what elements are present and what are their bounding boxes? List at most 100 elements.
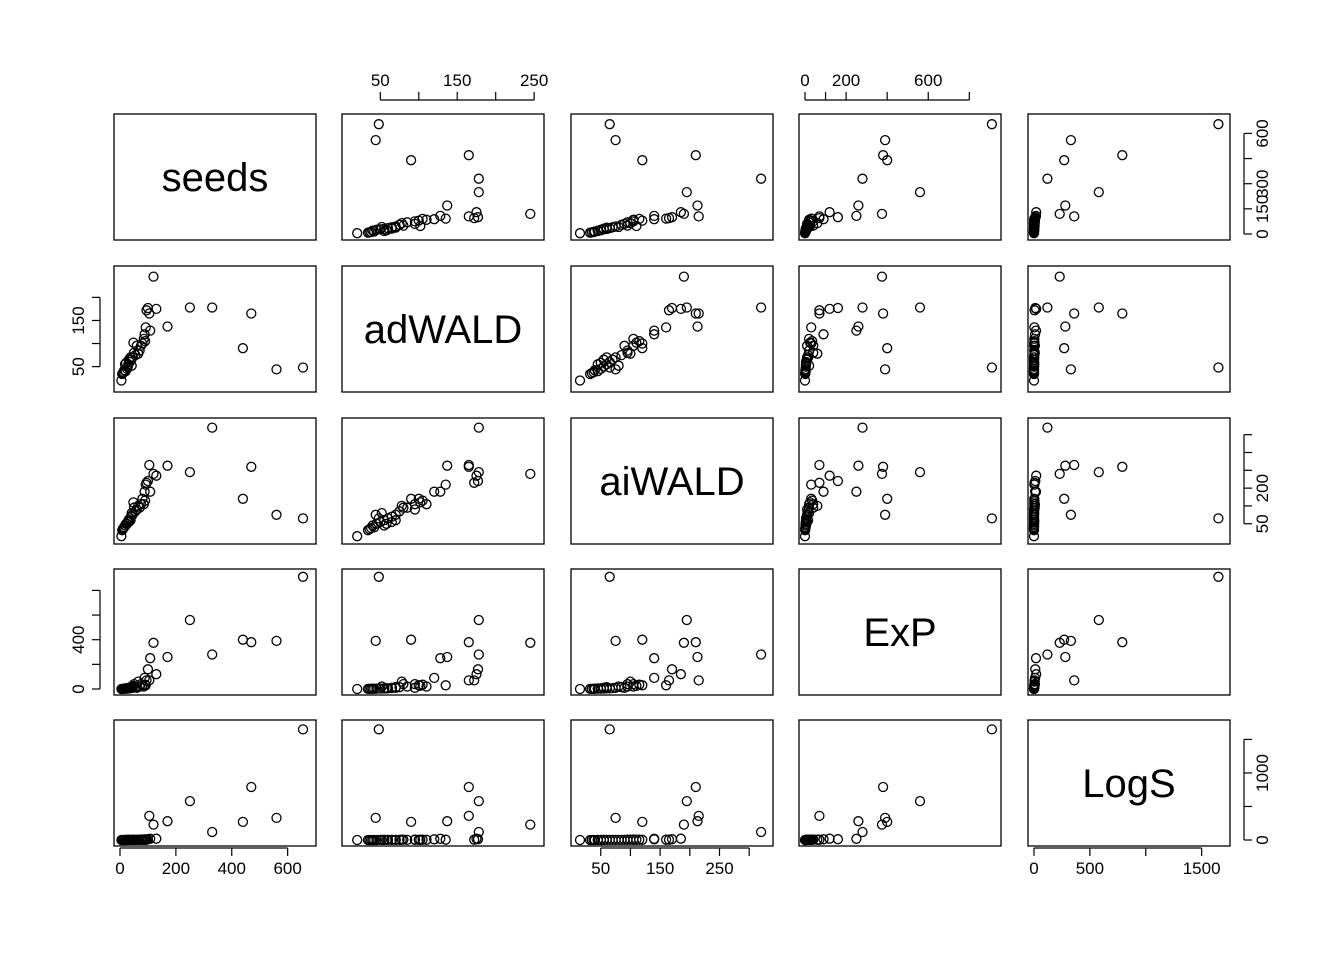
variable-label-adWALD: adWALD [364, 308, 523, 352]
y-axis-adWALD: 50 150 [69, 296, 101, 376]
panel-seeds-vs-adWALD [341, 113, 545, 241]
panel-frame [1027, 417, 1231, 545]
data-point [637, 816, 648, 828]
data-point [120, 834, 132, 846]
data-point [814, 308, 825, 319]
tick-label: 150 [443, 71, 471, 90]
data-point [1042, 649, 1053, 660]
data-point [1065, 509, 1077, 520]
data-point [364, 523, 375, 535]
panel-frame [570, 568, 774, 696]
data-point [405, 155, 417, 166]
data-point [409, 504, 421, 515]
data-point [398, 502, 409, 513]
data-point [755, 649, 767, 660]
data-point [1060, 460, 1071, 471]
panel-frame [113, 113, 317, 241]
data-point [806, 834, 817, 845]
data-point [463, 675, 474, 686]
data-point [631, 337, 642, 348]
data-point [799, 375, 811, 386]
y-axis-LogS: 0 1000 [1243, 738, 1272, 845]
data-point [148, 819, 159, 830]
data-point [442, 651, 453, 663]
data-point [678, 637, 690, 648]
panel-frame [113, 568, 317, 696]
variable-label-ExP: ExP [863, 611, 936, 655]
tick-label: 0 [800, 71, 809, 90]
data-point [373, 119, 384, 130]
data-point [133, 500, 144, 512]
data-point [604, 571, 615, 582]
data-point [141, 305, 152, 316]
data-point [125, 515, 136, 526]
data-point [1030, 653, 1042, 664]
data-point [628, 216, 639, 227]
data-point [808, 499, 819, 510]
data-point [666, 302, 678, 314]
panel-aiWALD-vs-ExP [798, 417, 1002, 545]
tick-label: 250 [520, 71, 548, 90]
data-point [853, 460, 864, 471]
data-point [246, 637, 257, 648]
data-point [373, 724, 384, 735]
data-point [246, 781, 257, 793]
data-point [818, 486, 829, 497]
data-point [1065, 134, 1077, 146]
data-point [814, 810, 825, 822]
data-point [145, 486, 156, 497]
data-point [1093, 302, 1104, 313]
data-point [1042, 302, 1053, 313]
data-point [1054, 271, 1065, 282]
panel-adWALD-vs-seeds [113, 265, 317, 393]
data-point [415, 497, 426, 508]
data-point [660, 680, 672, 691]
data-point [139, 486, 150, 497]
variable-label-seeds: seeds [162, 156, 269, 200]
data-point [853, 816, 864, 827]
data-point [1028, 531, 1040, 542]
data-point [352, 531, 363, 542]
tick-label: 250 [705, 859, 733, 878]
data-point [584, 227, 596, 238]
data-point [584, 834, 596, 846]
x-axis-aiWALD: 50 150 250 [591, 847, 750, 878]
tick-label: 1000 [1253, 754, 1272, 792]
data-point [1029, 672, 1041, 684]
data-point [1030, 210, 1042, 222]
panel-seeds-vs-aiWALD [570, 113, 774, 241]
data-point [693, 675, 704, 686]
data-point [595, 225, 606, 236]
panel-LogS-vs-seeds [113, 719, 317, 847]
data-point [140, 834, 151, 845]
data-point [409, 499, 421, 510]
tick-label: 0 [1253, 229, 1272, 238]
panel-frame [570, 417, 774, 545]
tick-label: 0 [1029, 859, 1038, 878]
data-point [409, 682, 421, 693]
data-point [613, 360, 624, 371]
data-point [473, 826, 484, 838]
data-point [1213, 362, 1224, 373]
data-point [390, 834, 401, 846]
panel-LogS-vs-LogS: LogS [1027, 719, 1231, 847]
data-point [472, 212, 484, 223]
data-point [151, 669, 162, 680]
data-point [598, 354, 609, 365]
data-point [271, 635, 282, 647]
data-point [801, 223, 813, 234]
data-point [271, 812, 282, 824]
data-point [1060, 651, 1071, 663]
data-point [986, 513, 998, 524]
data-point [812, 834, 823, 845]
panel-ExP-vs-seeds [113, 568, 317, 696]
data-point [1029, 479, 1040, 490]
data-point [421, 834, 432, 845]
panel-frame [1027, 113, 1231, 241]
data-point [381, 518, 392, 529]
data-point [1117, 308, 1128, 319]
tick-label: 500 [1076, 859, 1104, 878]
data-point [525, 819, 536, 830]
data-point [148, 271, 159, 282]
